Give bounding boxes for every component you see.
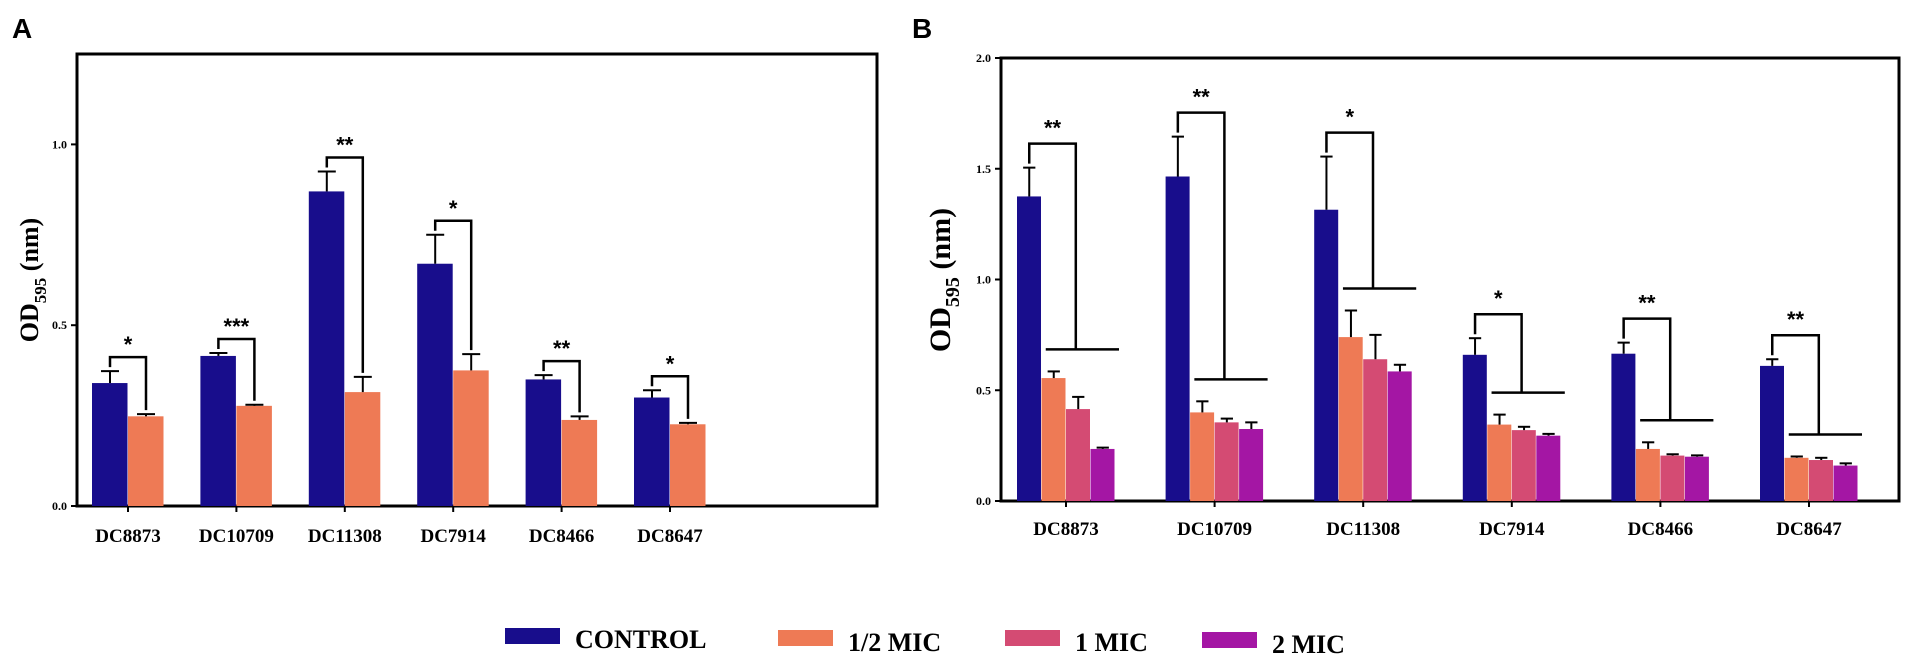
panel-b-significance-marker: ** [1044,116,1062,141]
panel-a-category-label: DC8466 [529,526,594,547]
panel-b-bar-2-mic [1684,456,1709,501]
panel-b-significance-marker: ** [1787,307,1805,332]
panel-a-y-tick-label: 0.0 [52,499,67,513]
panel-a-y-axis-label: OD595 (nm) [15,218,50,342]
panel-b-y-tick-label: 1.0 [976,273,991,287]
legend-swatch-1-mic [1005,630,1060,646]
panel-a-bar-control [308,191,345,506]
panel-a-bar-1-2-mic [236,405,272,506]
panel-a-bar-control [634,397,670,506]
panel-b-bar-1-2-mic [1041,378,1066,501]
panel-b-bar-2-mic [1833,465,1858,501]
panel-a-chart: 0.00.51.0DC8873*DC10709***DC11308**DC791… [52,133,706,547]
legend: CONTROL 1/2 MIC 1 MIC 2 MIC [505,625,1345,659]
panel-b-bar-1-mic [1511,430,1536,501]
panel-label-a: A [12,13,32,44]
panel-a-significance-marker: ** [336,133,354,158]
panel-a-bar-1-2-mic [453,370,489,506]
panel-a-bar-1-2-mic [561,419,598,506]
panel-b-y-tick-label: 0.0 [976,494,991,508]
panel-b-bar-1-mic [1363,359,1388,501]
panel-b-bar-1-mic [1066,409,1090,501]
panel-b-y-tick-label: 2.0 [976,51,991,65]
panel-b-significance-bracket [1325,131,1375,289]
panel-b-bar-control [1165,176,1190,501]
panel-a-significance-bracket [325,156,365,373]
panel-a-significance-bracket [108,355,148,411]
panel-b-significance-marker: ** [1638,291,1656,316]
panel-a-bar-control [417,263,453,506]
panel-b-bar-1-2-mic [1190,412,1215,501]
panel-a-category-label: DC7914 [420,526,486,547]
panel-b-bar-2-mic [1239,429,1264,501]
panel-a-significance-marker: *** [224,314,250,339]
panel-b-category-label: DC7914 [1479,519,1545,540]
panel-a-significance-bracket [217,337,256,401]
panel-b-bar-2-mic [1536,435,1561,501]
panel-a-category-label: DC8873 [95,526,160,547]
panel-b-bar-1-mic [1660,455,1685,501]
panel-a-bar-1-2-mic [344,392,381,506]
panel-b-significance-bracket [1473,312,1523,393]
panel-b-y-tick-label: 1.5 [976,162,991,176]
panel-a-significance-bracket [433,219,473,351]
panel-b-significance-marker: * [1345,105,1354,130]
panel-a-category-label: DC8647 [637,526,703,547]
panel-b-significance-marker: * [1494,286,1503,311]
panel-a-significance-marker: ** [553,336,571,361]
panel-b-bar-1-2-mic [1338,337,1363,501]
panel-b-bar-1-2-mic [1784,457,1809,501]
panel-b-significance-bracket [1622,317,1672,421]
panel-b-category-label: DC10709 [1177,519,1252,540]
panel-a-significance-marker: * [124,332,133,357]
panel-b-significance-bracket [1028,142,1078,350]
legend-swatch-2-mic [1202,632,1257,648]
panel-b-bar-control [1760,365,1784,501]
panel-a-y-tick-label: 0.5 [52,318,67,332]
panel-b-significance-marker: ** [1193,85,1211,110]
panel-b-bar-1-2-mic [1635,448,1660,501]
panel-b-bar-control [1314,209,1339,502]
panel-a-category-label: DC11308 [308,526,382,547]
panel-b-bar-control [1462,354,1487,501]
panel-a-y-tick-label: 1.0 [52,137,67,151]
panel-b-category-label: DC8647 [1776,519,1842,540]
panel-b-category-label: DC11308 [1326,519,1400,540]
panel-a-bar-1-2-mic [128,416,164,506]
panel-a-significance-bracket [542,359,581,413]
legend-swatch-half-mic [778,630,833,646]
panel-b-bar-2-mic [1387,371,1412,501]
panel-b-category-label: DC8873 [1033,519,1098,540]
panel-b-bar-control [1017,196,1041,501]
panel-b-y-tick-label: 0.5 [976,383,991,397]
panel-a-significance-marker: * [449,196,458,221]
panel-b-chart: 0.00.51.01.52.0DC8873**DC10709**DC11308*… [976,51,1862,540]
panel-a-significance-bracket [650,375,690,419]
legend-label-half-mic: 1/2 MIC [848,628,941,657]
panel-label-b: B [912,13,932,44]
legend-label-2-mic: 2 MIC [1272,630,1345,659]
panel-b-bar-1-2-mic [1487,424,1512,501]
panel-b-bar-control [1611,353,1636,501]
panel-a-significance-marker: * [666,351,675,376]
panel-b-significance-bracket [1176,111,1226,380]
panel-b-bar-1-mic [1809,460,1833,501]
panel-a-bar-control [525,379,562,506]
panel-a-bar-1-2-mic [670,424,706,506]
panel-a-bar-control [92,383,128,506]
panel-b-bar-1-mic [1214,422,1239,501]
panel-b-y-axis-label: OD595 (nm) [924,208,964,352]
panel-b-category-label: DC8466 [1628,519,1693,540]
panel-b-significance-bracket [1771,333,1821,435]
panel-b-bar-2-mic [1090,448,1115,501]
legend-label-1-mic: 1 MIC [1075,628,1148,657]
panel-a-category-label: DC10709 [199,526,274,547]
panel-a-bar-control [200,355,236,506]
legend-label-control: CONTROL [575,625,706,654]
legend-swatch-control [505,628,560,644]
